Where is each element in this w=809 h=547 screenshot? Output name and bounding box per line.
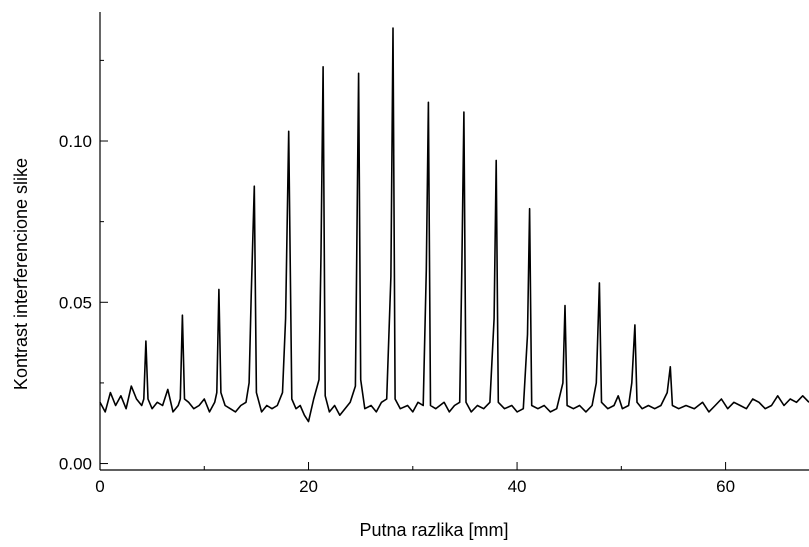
- x-axis-title: Putna razlika [mm]: [359, 520, 508, 540]
- data-series: [99, 27, 809, 423]
- ticks: 0 20 40 60 0.00 0.05 0.10: [59, 59, 735, 496]
- y-axis-title: Kontrast interferencione slike: [11, 158, 31, 390]
- y-tick-label: 0.00: [59, 455, 92, 474]
- y-tick-label: 0.10: [59, 132, 92, 151]
- x-tick-label: 60: [716, 477, 735, 496]
- x-tick-label: 0: [95, 477, 104, 496]
- axes: [99, 12, 809, 471]
- series-line: [99, 27, 809, 423]
- x-tick-label: 20: [299, 477, 318, 496]
- x-tick-label: 40: [508, 477, 527, 496]
- y-tick-label: 0.05: [59, 293, 92, 312]
